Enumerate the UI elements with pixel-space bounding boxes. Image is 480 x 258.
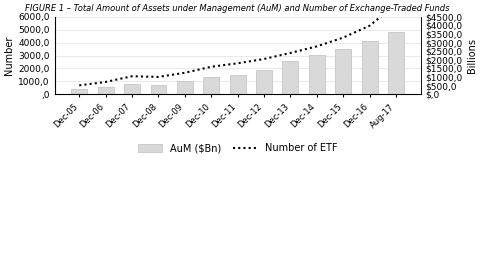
- Bar: [387, 32, 403, 94]
- Y-axis label: Billions: Billions: [466, 38, 476, 73]
- Bar: [308, 55, 324, 94]
- Bar: [335, 49, 350, 94]
- Bar: [361, 41, 377, 94]
- Bar: [255, 70, 271, 94]
- Bar: [150, 85, 166, 94]
- Y-axis label: Number: Number: [4, 36, 14, 75]
- Title: FIGURE 1 – Total Amount of Assets under Management (AuM) and Number of Exchange-: FIGURE 1 – Total Amount of Assets under …: [25, 4, 449, 13]
- Bar: [229, 75, 245, 94]
- Bar: [282, 61, 298, 94]
- Legend: AuM ($Bn), Number of ETF: AuM ($Bn), Number of ETF: [133, 140, 341, 157]
- Bar: [97, 87, 113, 94]
- Bar: [71, 89, 87, 94]
- Bar: [203, 77, 219, 94]
- Bar: [177, 81, 192, 94]
- Bar: [124, 84, 140, 94]
